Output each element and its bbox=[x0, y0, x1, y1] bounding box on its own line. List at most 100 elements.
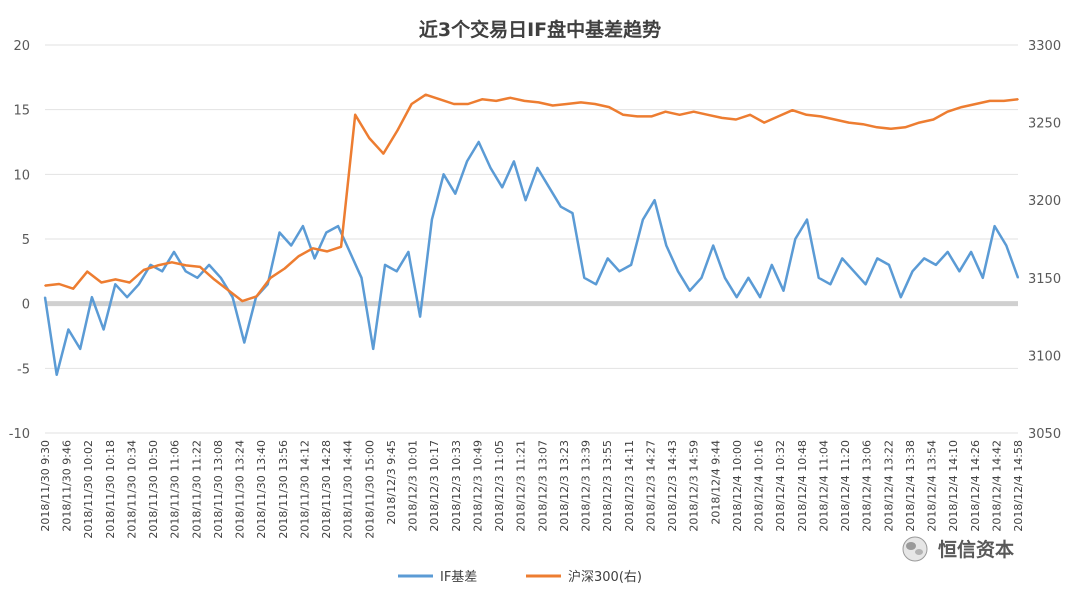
data-point bbox=[220, 277, 222, 279]
data-point bbox=[114, 283, 117, 286]
data-point bbox=[44, 284, 46, 287]
data-point bbox=[759, 296, 761, 299]
x-tick-label: 2018/11/30 11:22 bbox=[190, 440, 203, 539]
data-point bbox=[989, 100, 991, 102]
data-point bbox=[819, 115, 822, 118]
x-tick-label: 2018/12/3 11:21 bbox=[515, 440, 528, 532]
data-point bbox=[923, 257, 925, 260]
y-right-tick-label: 3100 bbox=[1028, 349, 1061, 364]
x-tick-label: 2018/12/4 14:10 bbox=[947, 440, 960, 532]
x-tick-label: 2018/11/30 13:40 bbox=[255, 440, 268, 539]
x-tick-label: 2018/12/3 10:33 bbox=[450, 440, 463, 532]
data-point bbox=[102, 328, 105, 331]
data-point bbox=[946, 251, 949, 253]
data-point bbox=[566, 103, 568, 105]
x-tick-label: 2018/11/30 10:18 bbox=[104, 440, 117, 539]
data-point bbox=[642, 218, 644, 221]
data-point bbox=[1017, 98, 1019, 101]
data-point bbox=[157, 264, 159, 267]
x-tick-label: 2018/12/4 14:42 bbox=[990, 440, 1003, 532]
data-point bbox=[747, 277, 750, 279]
x-tick-label: 2018/11/30 13:56 bbox=[277, 440, 290, 539]
data-point bbox=[55, 374, 58, 376]
wechat-icon bbox=[902, 536, 928, 562]
data-point bbox=[454, 192, 457, 195]
x-tick-label: 2018/12/3 14:43 bbox=[666, 440, 679, 532]
x-tick-label: 2018/12/4 14:26 bbox=[969, 440, 982, 532]
y-left-tick-label: 5 bbox=[22, 233, 30, 248]
y-right-tick-label: 3300 bbox=[1028, 39, 1061, 54]
data-point bbox=[904, 126, 906, 129]
data-point bbox=[382, 152, 385, 155]
data-point bbox=[692, 110, 695, 113]
data-point bbox=[313, 257, 316, 260]
data-point bbox=[368, 137, 371, 139]
data-point bbox=[513, 160, 515, 163]
data-point bbox=[302, 225, 304, 227]
data-point bbox=[227, 289, 230, 292]
data-point bbox=[243, 341, 246, 344]
data-point bbox=[833, 118, 836, 121]
data-point bbox=[571, 212, 574, 214]
data-point bbox=[583, 277, 586, 279]
data-point bbox=[208, 264, 210, 266]
data-point bbox=[960, 106, 963, 108]
data-point bbox=[524, 199, 527, 201]
x-tick-label: 2018/12/4 13:54 bbox=[926, 440, 939, 532]
data-point bbox=[841, 257, 843, 260]
data-point bbox=[864, 283, 867, 286]
x-tick-label: 2018/12/3 14:11 bbox=[623, 440, 636, 532]
data-point bbox=[255, 295, 258, 298]
data-point bbox=[149, 264, 152, 266]
data-point bbox=[298, 255, 300, 257]
data-point bbox=[653, 199, 656, 201]
data-point bbox=[982, 277, 984, 279]
data-point bbox=[126, 296, 128, 299]
x-tick-label: 2018/12/3 14:27 bbox=[644, 440, 657, 532]
data-point bbox=[536, 167, 539, 169]
y-left-tick-label: 10 bbox=[13, 168, 30, 183]
series-line-hs300 bbox=[44, 93, 1019, 303]
data-point bbox=[618, 270, 621, 273]
data-point bbox=[735, 296, 738, 299]
data-point bbox=[410, 103, 413, 105]
data-point bbox=[876, 126, 878, 129]
data-point bbox=[548, 186, 550, 189]
data-point bbox=[678, 114, 681, 116]
x-tick-label: 2018/12/3 9:45 bbox=[385, 440, 398, 525]
x-tick-label: 2018/12/3 13:39 bbox=[580, 440, 593, 532]
data-point bbox=[44, 296, 46, 299]
grid-lines bbox=[45, 44, 1018, 434]
y-left-tick-label: 20 bbox=[13, 39, 30, 54]
data-point bbox=[630, 264, 632, 266]
data-point bbox=[395, 270, 398, 273]
data-point bbox=[650, 115, 653, 118]
data-point bbox=[407, 251, 410, 253]
x-tick-label: 2018/11/30 10:50 bbox=[147, 440, 160, 539]
data-point bbox=[700, 277, 703, 279]
y-right-tick-label: 3200 bbox=[1028, 194, 1061, 209]
x-axis: 2018/11/30 9:30 2018/11/30 9:46 2018/11/30… bbox=[39, 440, 1025, 539]
watermark-text: 恒信资本 bbox=[938, 538, 1014, 561]
data-point bbox=[213, 278, 215, 281]
data-point bbox=[442, 173, 445, 176]
data-point bbox=[993, 225, 996, 227]
data-point bbox=[340, 246, 342, 248]
data-point bbox=[67, 328, 70, 331]
data-point bbox=[477, 141, 480, 143]
data-point bbox=[481, 98, 483, 101]
data-point bbox=[439, 98, 441, 101]
data-point bbox=[396, 129, 399, 132]
data-point bbox=[173, 251, 175, 253]
legend-label-hs300: 沪深300(右) bbox=[568, 569, 642, 585]
x-tick-label: 2018/12/4 10:16 bbox=[753, 440, 766, 532]
data-point bbox=[777, 115, 780, 118]
x-tick-label: 2018/11/30 14:12 bbox=[298, 440, 311, 539]
y-left-tick-label: 15 bbox=[13, 104, 30, 119]
x-tick-label: 2018/12/4 11:04 bbox=[817, 440, 830, 532]
data-point bbox=[805, 114, 808, 116]
data-point bbox=[782, 289, 785, 292]
x-tick-label: 2018/11/30 14:44 bbox=[342, 440, 355, 539]
data-point bbox=[890, 128, 892, 130]
